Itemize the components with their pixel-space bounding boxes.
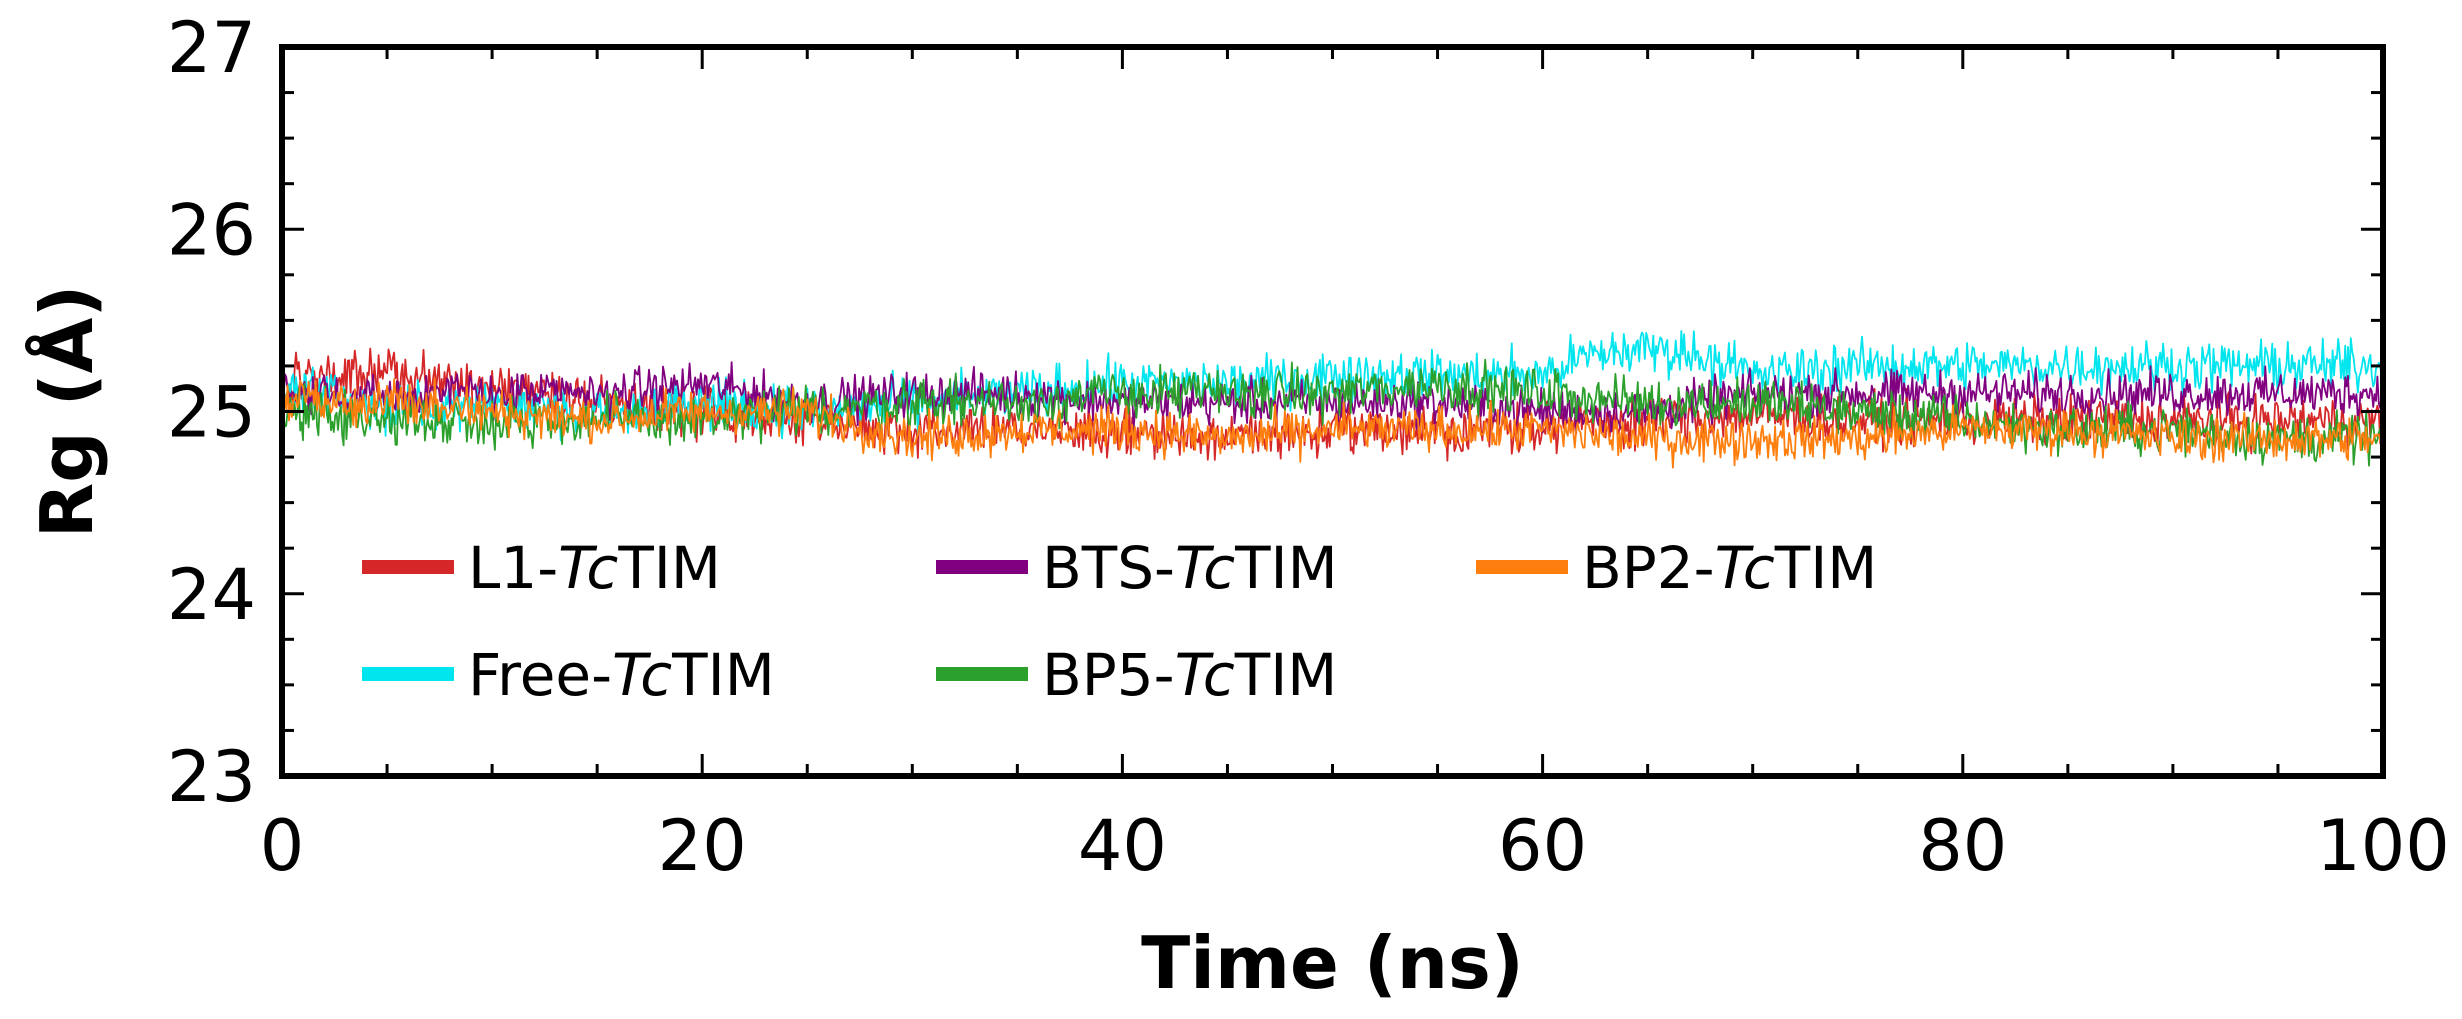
legend-label-suffix: TIM [671,641,775,709]
legend-label-prefix: BP2- [1582,534,1715,602]
legend-label-suffix: TIM [1234,641,1338,709]
x-tick-label: 100 [2316,805,2450,887]
x-tick-label: 0 [260,805,305,887]
y-tick-label: 23 [167,736,256,818]
legend-label-bp5: BP5-TcTIM [1042,641,1337,709]
x-tick-label: 40 [1078,805,1167,887]
legend-label-bp2: BP2-TcTIM [1582,534,1877,602]
series-line-bts [281,361,2384,435]
legend-label-suffix: TIM [1774,534,1878,602]
y-tick-label: 26 [167,189,256,271]
legend-label-italic: Tc [612,641,672,709]
legend-label-free: Free-TcTIM [468,641,775,709]
x-tick-label: 60 [1498,805,1587,887]
legend-label-prefix: L1- [468,534,558,602]
series-line-bp2 [281,377,2384,469]
legend-label-bts: BTS-TcTIM [1042,534,1338,602]
x-tick-label: 20 [658,805,747,887]
legend-label-suffix: TIM [617,534,721,602]
y-tick-label: 25 [167,372,256,454]
legend-label-prefix: BTS- [1042,534,1175,602]
legend-label-prefix: BP5- [1042,641,1175,709]
legend-label-suffix: TIM [1234,534,1338,602]
legend-label-italic: Tc [1175,641,1235,709]
y-tick-label: 24 [167,554,256,636]
y-tick-label: 27 [167,7,256,89]
legend-label-italic: Tc [1715,534,1775,602]
series-layer [281,330,2384,469]
legend-label-prefix: Free- [468,641,612,709]
y-axis-title: Rg (Å) [25,285,109,539]
x-axis-title: Time (ns) [1141,921,1524,1005]
x-tick-label: 80 [1918,805,2007,887]
axes-layer: 0 20 40 60 80 100 23 24 25 26 27 [167,7,2450,887]
series-line-bp5 [281,358,2384,467]
legend-label-l1: L1-TcTIM [468,534,721,602]
legend-label-italic: Tc [558,534,618,602]
legend-label-italic: Tc [1175,534,1235,602]
